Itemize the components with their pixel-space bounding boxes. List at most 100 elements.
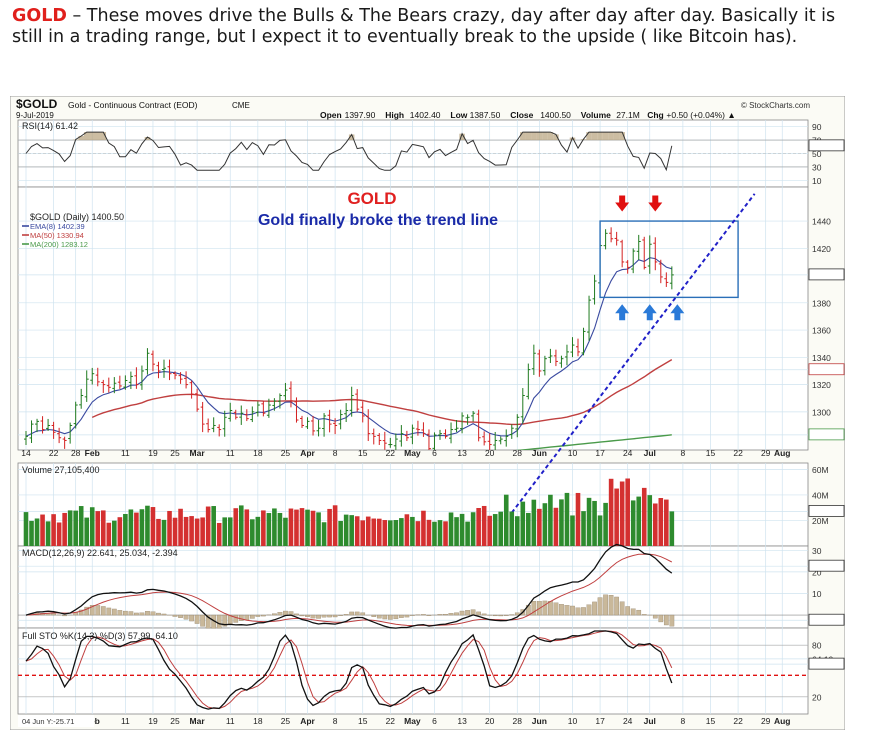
rsi-overbought-fill (89, 132, 95, 141)
rsi-overbought-fill (613, 132, 620, 141)
volume-bar (189, 516, 194, 546)
arrow-up-blue-1 (615, 304, 630, 321)
price-tick-label: 1340 (812, 353, 831, 363)
x-axis-label: 18 (253, 716, 263, 726)
volume-tick-label: 60M (812, 465, 829, 475)
volume-bar (305, 509, 310, 546)
macd-histogram-bar (277, 612, 283, 616)
volume-bar (481, 505, 487, 546)
volume-bar (327, 508, 332, 546)
macd-hist-current-box (808, 613, 845, 626)
volume-bar (117, 517, 123, 546)
volume-bar (238, 505, 244, 546)
price-tick-label: 1300 (812, 407, 831, 417)
macd-histogram-bar (652, 614, 658, 619)
volume-bar (382, 520, 388, 546)
macd-histogram-bar (128, 611, 134, 616)
volume-bar (492, 514, 498, 546)
x-axis-label: 25 (170, 716, 180, 726)
macd-histogram-bar (404, 614, 410, 618)
rsi-line (25, 131, 673, 172)
volume-bar (641, 487, 647, 546)
intro-text: – These moves drive the Bulls & The Bear… (12, 6, 836, 47)
ticker-label: GOLD (12, 6, 67, 26)
x-axis-label: May (404, 716, 421, 726)
macd-histogram-bar (625, 606, 631, 616)
macd-histogram-bar (393, 614, 399, 620)
footer-note-bg (18, 715, 94, 727)
volume-bar (608, 478, 614, 546)
volume-bar (134, 512, 139, 546)
volume-bar (95, 511, 101, 546)
macd-histogram-bar (376, 614, 382, 619)
volume-bar (250, 519, 255, 546)
volume-bar (255, 516, 261, 546)
macd-histogram-bar (349, 611, 355, 616)
ohlc-value: 1397.90 (345, 110, 376, 120)
volume-bar (222, 517, 228, 546)
x-axis-label: 13 (457, 716, 467, 726)
arrow-up-blue-3 (670, 304, 685, 321)
x-axis-label: 11 (226, 448, 235, 458)
volume-bar (432, 521, 437, 546)
macd-histogram-bar (614, 596, 619, 616)
volume-bar (448, 512, 454, 546)
volume-bar (564, 492, 570, 546)
ema8-line (25, 257, 672, 437)
x-axis-label: 22 (386, 716, 396, 726)
volume-bar (78, 506, 84, 546)
macd-histogram-bar (106, 607, 112, 616)
volume-bar (410, 516, 415, 546)
stockcharts-brand: © StockCharts.com (741, 101, 810, 110)
volume-bar (261, 510, 266, 546)
volume-bar (426, 519, 432, 546)
volume-bar (537, 508, 542, 546)
macd-histogram-bar (636, 609, 642, 616)
macd-histogram-bar (95, 605, 101, 616)
volume-bar (388, 520, 393, 546)
macd-histogram-bar (117, 610, 123, 616)
rsi-overbought-fill (520, 132, 526, 141)
macd-histogram-bar (255, 614, 261, 617)
ohlc-value: 1402.40 (410, 110, 441, 120)
volume-bar (56, 522, 62, 546)
volume-bar (354, 516, 360, 546)
volume-bar (581, 511, 586, 546)
macd-histogram-bar (261, 614, 266, 617)
volume-bar (470, 512, 476, 546)
volume-bar (106, 522, 112, 546)
volume-bar (360, 520, 366, 546)
macd-histogram-bar (161, 613, 167, 616)
x-axis-label: 15 (358, 716, 368, 726)
volume-bar (415, 521, 421, 546)
volume-bar (128, 509, 134, 546)
rsi-tick-label: 90 (812, 122, 822, 132)
price-tick-label: 1420 (812, 244, 831, 254)
macd-histogram-bar (421, 614, 426, 616)
sto-k-line (25, 630, 673, 710)
ma200-current-box (808, 428, 845, 441)
macd-tick-label: 10 (812, 589, 822, 599)
chart-symbol: $GOLD (16, 97, 58, 111)
price-legend-item: MA(200) 1283.12 (30, 240, 88, 249)
macd-histogram-bar (332, 614, 338, 618)
macd-histogram-bar (183, 614, 189, 620)
macd-histogram-bar (360, 612, 366, 616)
ohlc-value: 1400.50 (540, 110, 571, 120)
macd-histogram-bar (476, 611, 481, 616)
sto-d-line (25, 630, 673, 710)
volume-bar (100, 510, 106, 546)
volume-bar (404, 514, 410, 546)
macd-histogram-bar (233, 614, 239, 623)
rsi-overbought-fill (83, 132, 90, 141)
volume-bar (34, 518, 40, 546)
volume-bar (636, 496, 642, 546)
ohlc-label: Close (510, 110, 533, 120)
macd-histogram-bar (338, 614, 343, 616)
macd-histogram-bar (222, 614, 228, 627)
macd-tick-label: 30 (812, 546, 822, 556)
rsi-legend: RSI(14) 61.42 (22, 121, 78, 131)
macd-histogram-bar (111, 608, 117, 616)
rsi-overbought-fill (144, 137, 151, 141)
trend-line (510, 193, 756, 514)
